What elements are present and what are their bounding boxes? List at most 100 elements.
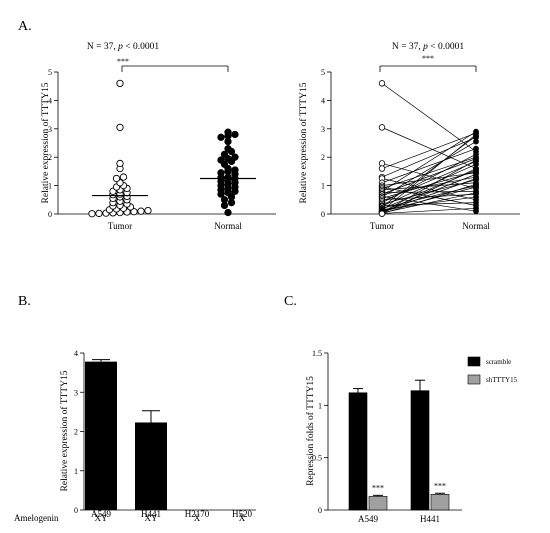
b-bar-h441	[135, 422, 167, 510]
a2-y-tick-label: 0	[321, 210, 325, 219]
b-x-tick-h441: H441	[141, 509, 161, 519]
b-row-value: XY	[145, 513, 158, 523]
a2-pair-line	[381, 154, 477, 203]
a1-point-tumor	[116, 123, 124, 132]
a1-y-tick-label: 0	[48, 210, 52, 219]
a2-pair-line	[381, 127, 477, 169]
a2-point-tumor	[378, 80, 386, 87]
a2-pair-line	[381, 192, 477, 214]
a2-pair-line	[381, 131, 477, 192]
a2-pair-line	[381, 136, 477, 178]
panel-a2-paired: N = 37, p < 0.0001 *** Relative expressi…	[298, 42, 520, 231]
a1-significance: ***	[117, 57, 129, 66]
a2-point-normal	[473, 189, 479, 196]
a2-point-normal	[473, 151, 479, 158]
a2-pair-line	[381, 183, 477, 215]
a1-point-tumor	[116, 159, 124, 168]
b-y-tick-label: 4	[74, 349, 78, 358]
panel-letter-b: B.	[18, 294, 31, 309]
c-x-tick-h441: H441	[420, 514, 440, 524]
a2-pair-line	[381, 173, 477, 212]
b-x-tick-h2170: H2170	[185, 509, 210, 519]
a1-point-normal	[231, 153, 239, 161]
c-x-tick-a549: A549	[358, 514, 378, 524]
c-y-tick-label: 1.5	[312, 349, 322, 358]
a2-pair-line	[381, 134, 477, 211]
a2-title: N = 37, p < 0.0001	[392, 42, 464, 52]
a2-pair-line	[381, 83, 477, 152]
legend-label-shttty15: shTTTY15	[486, 376, 518, 384]
a2-pair-line	[381, 186, 477, 206]
a2-y-tick-label: 3	[321, 125, 325, 134]
a2-y-tick-label: 2	[321, 153, 325, 162]
a2-point-normal	[473, 181, 479, 188]
legend-swatch-shttty15	[467, 374, 481, 385]
a1-point-normal	[220, 150, 229, 159]
a2-point-tumor	[378, 210, 386, 217]
c-bar-h441-scramble	[410, 390, 430, 511]
a1-point-normal	[224, 128, 232, 136]
b-y-tick-label: 3	[74, 388, 78, 397]
a2-point-normal	[473, 138, 479, 145]
a2-pair-line	[381, 135, 477, 208]
a1-point-normal	[220, 196, 229, 204]
legend-swatch-scramble	[467, 356, 481, 367]
a2-significance: ***	[422, 54, 434, 63]
a2-y-label: Relative expression of TTTY15	[298, 82, 309, 203]
a1-point-tumor	[95, 209, 103, 218]
c-y-tick-label: 1	[318, 401, 322, 410]
a2-x-tick-tumor: Tumor	[370, 221, 394, 231]
a2-pair-line	[381, 178, 477, 213]
a2-point-normal	[473, 157, 479, 163]
a2-point-normal	[473, 145, 479, 152]
a1-y-label: Relative expression of TTTY15	[40, 82, 51, 203]
a1-point-tumor	[88, 210, 96, 218]
a2-y-tick-label: 1	[321, 182, 325, 191]
c-y-tick-label: 0	[318, 506, 322, 515]
a2-point-normal	[473, 165, 479, 172]
a2-pair-line	[381, 141, 477, 198]
a1-point-normal	[217, 169, 225, 177]
a1-point-tumor	[130, 208, 138, 216]
a1-x-tick-tumor: Tumor	[108, 221, 132, 231]
b-row-value: X	[239, 513, 246, 523]
a1-y-tick-label: 2	[48, 153, 52, 162]
b-bar-a549	[85, 361, 117, 510]
a2-pair-line	[381, 158, 477, 195]
b-row-label: Amelogenin	[14, 513, 59, 523]
b-x-tick-a549: A549	[91, 509, 111, 519]
a2-pair-line	[381, 159, 477, 213]
a1-point-tumor	[137, 207, 145, 215]
a1-point-normal	[217, 133, 225, 141]
a1-y-tick-label: 1	[48, 182, 52, 191]
panel-letter-c: C.	[284, 294, 297, 309]
panel-b-bar: Relative expression of TTTY15 0 1 2 3 4 A549…	[14, 349, 256, 523]
a2-y-tick-label: 4	[321, 96, 325, 105]
a1-point-normal	[224, 208, 232, 217]
a2-point-normal	[473, 131, 479, 138]
a1-point-tumor	[144, 206, 152, 215]
a2-point-tumor	[378, 124, 386, 131]
panel-a1-scatter: N = 37, p < 0.0001 *** Relative expressi…	[40, 42, 276, 231]
a1-point-tumor	[112, 174, 121, 183]
a2-pair-line	[381, 207, 477, 214]
a1-y-tick-label: 5	[48, 68, 52, 77]
c-y-label: Repression folds of TTTY15	[305, 376, 316, 486]
b-row-value: X	[194, 513, 201, 523]
a2-pair-line	[381, 169, 477, 210]
b-x-tick-h520: H520	[232, 509, 252, 519]
a1-point-normal	[231, 166, 239, 174]
legend-label-scramble: scramble	[486, 358, 511, 366]
c-bar-a549-shttty15	[368, 496, 388, 511]
c-significance: ***	[372, 483, 384, 492]
c-bar-h441-shttty15	[430, 493, 450, 511]
a1-title: N = 37, p < 0.0001	[87, 42, 159, 52]
a1-y-tick-label: 3	[48, 125, 52, 134]
a1-point-tumor	[119, 173, 128, 181]
a2-point-normal	[473, 205, 479, 212]
a2-pair-line	[381, 148, 477, 184]
a2-point-tumor	[378, 165, 386, 172]
b-y-tick-label: 1	[74, 467, 78, 476]
c-significance: ***	[434, 481, 446, 490]
